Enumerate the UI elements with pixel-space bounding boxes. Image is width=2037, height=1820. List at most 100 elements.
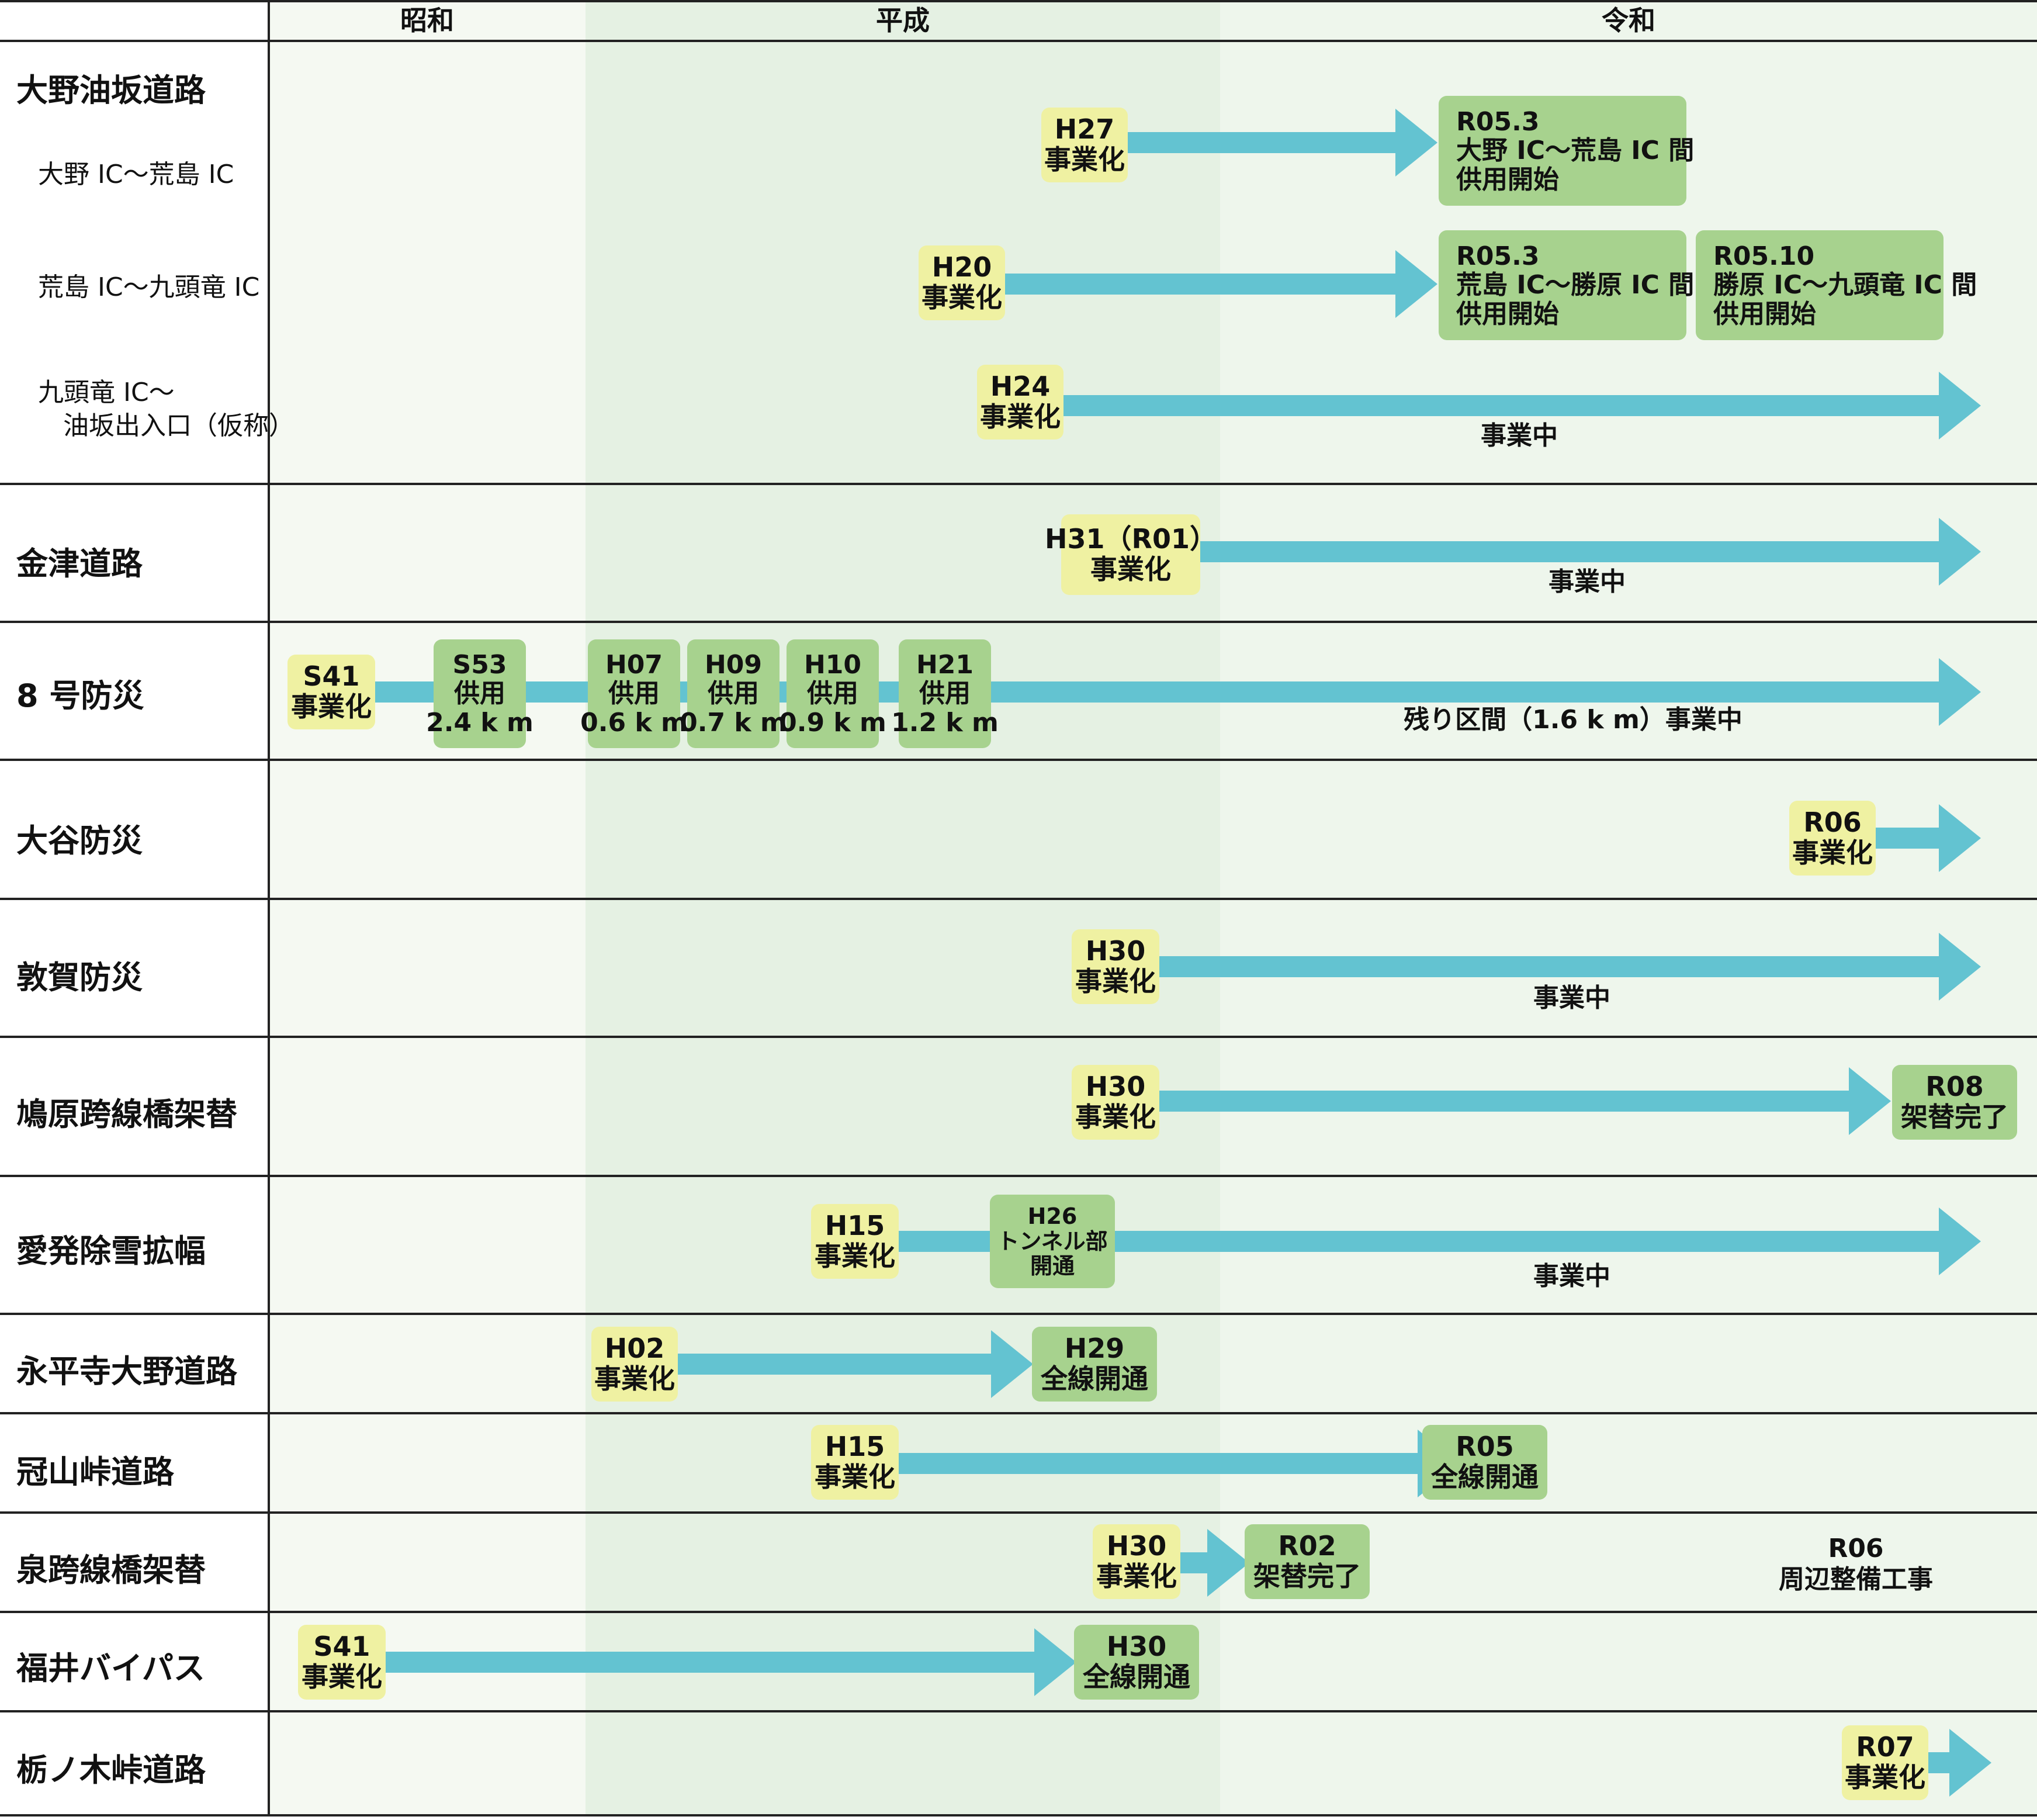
start-box: H27 事業化: [1041, 108, 1128, 182]
milestone-box: S53 供用 2.4 k m: [426, 639, 534, 748]
milestone-text: 0.7 k m: [680, 707, 787, 738]
start-text: 事業化: [302, 1661, 382, 1693]
start-text: 事業化: [1096, 1561, 1177, 1592]
grid-line: [0, 1412, 2037, 1414]
project-label: 泉跨線橋架替: [16, 1552, 206, 1589]
status-text: 残り区間（1.6 k m）事業中: [1404, 705, 1742, 735]
milestone-year: H10: [803, 650, 862, 680]
milestone-text: 供用: [919, 679, 971, 709]
milestone-text: 供用開始: [1456, 299, 1559, 329]
milestone-text: 荒島 IC～勝原 IC 間: [1456, 270, 1695, 300]
milestone-box: R02 架替完了: [1245, 1524, 1370, 1599]
progress-arrow-bar: [1058, 395, 1941, 416]
arrow-head: [1939, 933, 1981, 1001]
milestone-text: 供用開始: [1713, 299, 1816, 329]
start-year: H31（R01）: [1045, 523, 1217, 555]
milestone-year: H21: [916, 650, 974, 680]
grid-line-top: [0, 0, 2037, 2]
start-box: H30 事業化: [1072, 929, 1159, 1004]
status-note: R06 周辺整備工事: [1779, 1534, 1933, 1596]
project-label: 冠山峠道路: [16, 1454, 174, 1490]
milestone-text: 勝原 IC～九頭竜 IC 間: [1713, 270, 1977, 300]
grid-line: [0, 621, 2037, 623]
milestone-text: 供用開始: [1456, 164, 1559, 195]
milestone-text: トンネル部: [997, 1228, 1108, 1254]
milestone-year: H26: [1027, 1203, 1078, 1230]
grid-line-header: [0, 40, 2037, 42]
start-text: 事業化: [1075, 1101, 1156, 1133]
grid-line: [0, 898, 2037, 900]
start-box: H15 事業化: [811, 1204, 899, 1279]
milestone-text: 開通: [1030, 1253, 1075, 1279]
status-note: 事業中: [1548, 567, 1626, 598]
milestone-box: H07 供用 0.6 k m: [580, 639, 688, 748]
start-year: H30: [1085, 1071, 1146, 1103]
arrow-head: [1395, 109, 1437, 177]
start-year: H20: [931, 251, 992, 283]
start-text: 事業化: [1845, 1762, 1925, 1793]
grid-line: [0, 1511, 2037, 1514]
milestone-year: R08: [1925, 1071, 1984, 1103]
milestone-box: R05.3 荒島 IC～勝原 IC 間 供用開始: [1439, 230, 1694, 340]
milestone-text: 架替完了: [1253, 1561, 1361, 1592]
project-label: 鳩原跨線橋架替: [16, 1096, 237, 1133]
start-year: S41: [313, 1631, 370, 1663]
milestone-box: R05.10 勝原 IC～九頭竜 IC 間 供用開始: [1696, 230, 1977, 340]
progress-arrow-bar: [999, 274, 1397, 295]
milestone-box: R08 架替完了: [1892, 1065, 2017, 1140]
start-text: 事業化: [980, 401, 1061, 432]
milestone-year: H07: [605, 650, 663, 680]
progress-arrow-bar: [380, 1652, 1035, 1673]
project-label: 永平寺大野道路: [16, 1353, 237, 1390]
milestone-year: R05.10: [1713, 241, 1815, 272]
start-year: H30: [1106, 1530, 1167, 1562]
status-text: 事業中: [1548, 567, 1626, 597]
section-label: 九頭竜 IC～: [38, 378, 175, 407]
milestone-text: 全線開通: [1431, 1461, 1539, 1493]
milestone-text: 供用: [708, 679, 759, 709]
progress-arrow-bar: [1192, 541, 1941, 562]
start-box: H30 事業化: [1072, 1065, 1159, 1140]
status-note: 事業中: [1533, 1261, 1610, 1292]
arrow-head: [991, 1330, 1033, 1398]
milestone-box: H30 全線開通: [1074, 1625, 1199, 1700]
grid-line: [0, 759, 2037, 761]
milestone-text: 供用: [807, 679, 858, 709]
milestone-text: 2.4 k m: [426, 707, 534, 738]
milestone-text: 全線開通: [1041, 1363, 1148, 1395]
milestone-text: 0.9 k m: [779, 707, 886, 738]
era-label-showa: 昭和: [400, 5, 454, 36]
project-label: 金津道路: [16, 545, 143, 582]
start-box: R06 事業化: [1789, 801, 1876, 876]
grid-line: [0, 1175, 2037, 1177]
start-text: 事業化: [815, 1240, 895, 1272]
start-year: H15: [825, 1210, 885, 1242]
progress-arrow-bar: [1153, 1091, 1850, 1112]
section-label: 大野 IC～荒島 IC: [38, 160, 234, 189]
project-label: 愛発除雪拡幅: [16, 1233, 206, 1269]
start-year: H27: [1054, 113, 1115, 146]
start-box: H20 事業化: [919, 245, 1005, 320]
grid-line: [0, 483, 2037, 485]
start-box: H02 事業化: [591, 1327, 678, 1402]
arrow-head: [1949, 1729, 1991, 1797]
section-label: 荒島 IC～九頭竜 IC: [38, 272, 260, 302]
milestone-text: 供用: [454, 679, 505, 709]
milestone-year: R05.3: [1456, 107, 1540, 137]
status-text: 周辺整備工事: [1779, 1564, 1933, 1594]
start-box: H24 事業化: [977, 365, 1063, 440]
start-year: S41: [303, 660, 360, 693]
milestone-box: R05 全線開通: [1422, 1425, 1547, 1500]
arrow-head: [1395, 250, 1437, 318]
grid-line: [0, 1036, 2037, 1038]
milestone-text: 1.2 k m: [891, 707, 999, 738]
start-year: R07: [1856, 1731, 1914, 1763]
start-box: S41 事業化: [287, 655, 375, 729]
start-text: 事業化: [1075, 966, 1156, 997]
milestone-year: R05: [1456, 1431, 1514, 1463]
grid-line: [0, 1611, 2037, 1613]
project-label: 大野油坂道路: [16, 72, 206, 109]
progress-arrow-bar: [1870, 828, 1941, 849]
grid-line: [0, 1710, 2037, 1712]
